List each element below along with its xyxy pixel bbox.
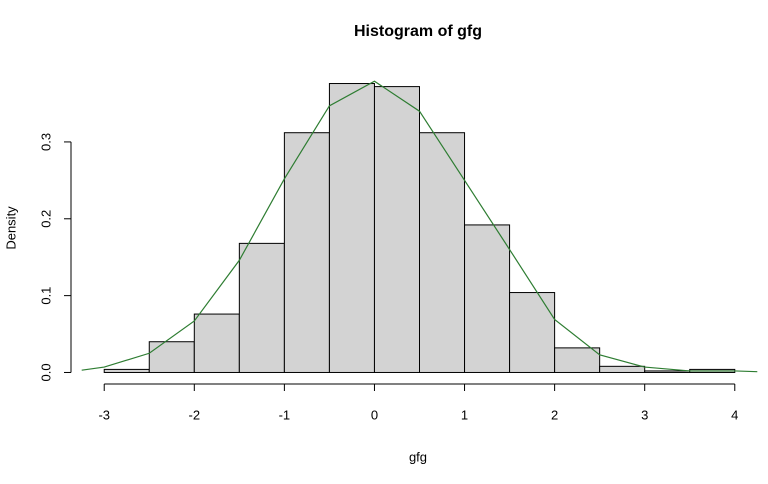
histogram-bar: [328, 83, 375, 373]
histogram-bar: [464, 224, 511, 373]
y-axis-label: Density: [3, 206, 18, 250]
y-tick-label: 0.3: [38, 133, 53, 151]
histogram-bar: [599, 365, 646, 373]
y-tick-label: 0.2: [38, 210, 53, 228]
histogram-bar: [148, 341, 195, 373]
x-tick-label: 0: [371, 407, 378, 422]
x-axis-label: gfg: [409, 449, 427, 464]
histogram-bar: [509, 292, 556, 373]
histogram-bar: [193, 313, 240, 373]
histogram-bar: [644, 370, 691, 373]
x-tick-label: 2: [551, 407, 558, 422]
x-tick-label: -2: [189, 407, 201, 422]
chart-title: Histogram of gfg: [354, 23, 482, 40]
y-tick-label: 0.1: [38, 287, 53, 305]
histogram-bar: [554, 347, 601, 373]
histogram-bar: [103, 368, 150, 373]
x-tick-label: -1: [279, 407, 291, 422]
y-tick-label: 0.0: [38, 363, 53, 381]
x-tick-label: 1: [461, 407, 468, 422]
x-tick-label: 3: [641, 407, 648, 422]
histogram-bar: [238, 242, 285, 373]
x-tick-label: -3: [98, 407, 110, 422]
histogram-bar: [373, 86, 421, 373]
density-line: [81, 80, 758, 373]
x-tick-label: 4: [731, 407, 738, 422]
histogram-bar: [419, 132, 466, 373]
histogram-bar: [283, 132, 330, 373]
